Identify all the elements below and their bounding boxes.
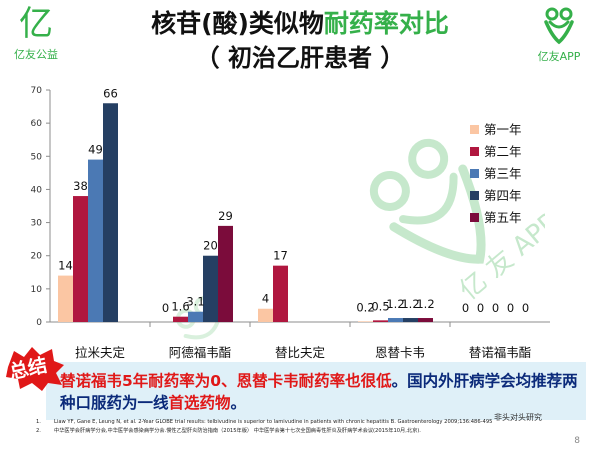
bar: [218, 225, 233, 322]
page-title: 核苷(酸)类似物耐药率对比: [70, 4, 530, 40]
bar: [358, 321, 373, 322]
legend-item: 第四年: [470, 188, 522, 203]
reference-text: 中华医学会肝病学分会,中华医学会感染病学分会.慢性乙型肝炎防治指南（2015年版…: [54, 428, 421, 434]
reference-number: 2.: [36, 428, 41, 434]
bar: [88, 159, 103, 322]
brand-logo-left: 亿 亿友公益: [6, 4, 66, 64]
data-label: 14: [58, 259, 73, 273]
y-tick-label: 50: [31, 152, 43, 162]
reference-number: 1.: [36, 419, 41, 425]
title-prefix: 核苷(酸)类似物: [151, 9, 324, 38]
data-label: 0: [162, 301, 169, 315]
bar: [188, 311, 203, 322]
bar: [403, 318, 418, 322]
data-label: 0: [522, 301, 529, 315]
bar: [173, 316, 188, 322]
x-tick-label: 替比夫定: [275, 345, 325, 360]
brand-name-right: 亿友APP: [537, 50, 581, 63]
bars: [58, 103, 433, 322]
bar: [203, 255, 218, 322]
data-label: 1.6: [171, 300, 189, 314]
legend-swatch: [470, 147, 479, 156]
x-tick-label: 恩替卡韦: [375, 345, 425, 360]
summary-box: 替诺福韦5年耐药率为0、恩替卡韦耐药率也很低。国内外肝病学会均推荐两种口服药为一…: [46, 362, 586, 420]
reference-text: Liaw YF, Gane E, Leung N, et al. 2-Year …: [54, 419, 493, 425]
data-label: 1.2: [401, 297, 419, 311]
summary-text-1: 。国内外肝病学会均推荐两种口服药为一线: [60, 372, 578, 412]
bar: [373, 320, 388, 322]
data-label: 4: [262, 292, 269, 306]
data-label: 1.2: [416, 297, 434, 311]
data-label: 66: [103, 86, 118, 100]
y-tick-label: 40: [31, 185, 43, 195]
title-highlight: 耐药率对比: [323, 9, 449, 38]
legend-item: 第二年: [470, 144, 522, 159]
legend-label: 第五年: [484, 210, 522, 225]
data-label: 0: [507, 301, 514, 315]
y-tick-label: 20: [31, 252, 43, 262]
reference-item: 1. Liaw YF, Gane E, Leung N, et al. 2-Yea…: [36, 418, 556, 427]
legend-item: 第一年: [470, 122, 522, 137]
legend-swatch: [470, 125, 479, 134]
x-axis: 拉米夫定 阿德福韦酯 替比夫定 恩替卡韦 替诺福韦酯: [50, 321, 550, 360]
bar: [103, 103, 118, 322]
data-label: 1.2: [386, 297, 404, 311]
data-label: 0: [477, 301, 484, 315]
legend-swatch: [470, 169, 479, 178]
legend-item: 第五年: [470, 210, 522, 225]
summary-highlight-2: 首选药物: [168, 394, 231, 412]
brand-name-left: 亿友公益: [14, 48, 58, 61]
legend-item: 第三年: [470, 166, 522, 181]
y-tick-label: 0: [36, 318, 42, 328]
bar: [258, 308, 273, 322]
summary-highlight: 替诺福韦5年耐药率为0、恩替卡韦耐药率也很低: [60, 372, 392, 390]
x-tick-label: 阿德福韦酯: [169, 345, 232, 360]
y-tick-label: 60: [31, 119, 43, 129]
summary-text-2: 。: [230, 394, 247, 412]
data-label: 29: [218, 209, 233, 223]
legend-label: 第四年: [484, 188, 522, 203]
badge-splash-icon: [6, 347, 64, 391]
bar: [418, 318, 433, 322]
data-label: 0: [462, 301, 469, 315]
data-label: 17: [273, 249, 288, 263]
y-tick-label: 70: [31, 86, 43, 96]
brand-glyph: 亿: [19, 4, 53, 44]
bar: [388, 318, 403, 322]
data-label: 38: [73, 179, 88, 193]
references: 1. Liaw YF, Gane E, Leung N, et al. 2-Yea…: [36, 418, 556, 436]
legend-label: 第二年: [484, 144, 522, 159]
data-label: 0.5: [371, 299, 389, 313]
page-subtitle: （ 初治乙肝患者 ）: [195, 44, 405, 72]
data-label: 49: [88, 143, 103, 157]
page-number: 8: [574, 436, 580, 446]
legend-label: 第一年: [484, 122, 522, 137]
legend-label: 第三年: [484, 166, 522, 181]
study-note: 非头对头研究: [494, 413, 542, 422]
summary-text: 替诺福韦5年耐药率为0、恩替卡韦耐药率也很低。国内外肝病学会均推荐两种口服药为一…: [60, 370, 582, 414]
y-axis: 0 10 20 30 40 50 60 70: [31, 86, 51, 328]
data-label: 0: [492, 301, 499, 315]
reference-item: 2. 中华医学会肝病学分会,中华医学会感染病学分会.慢性乙型肝炎防治指南（2015…: [36, 427, 556, 436]
data-label: 3.1: [186, 295, 204, 309]
x-tick-label: 拉米夫定: [75, 345, 125, 360]
bar: [273, 265, 288, 322]
app-logo-icon: [544, 7, 574, 45]
y-tick-label: 30: [31, 219, 43, 229]
y-tick-label: 10: [31, 285, 43, 295]
data-label: 20: [203, 239, 218, 253]
legend-swatch: [470, 213, 479, 222]
summary-badge: 总结: [4, 345, 66, 391]
brand-logo-right: 亿友APP: [524, 6, 594, 66]
bar: [73, 196, 88, 322]
data-label: 0.2: [356, 300, 374, 314]
x-tick-label: 替诺福韦酯: [469, 345, 532, 360]
legend-swatch: [470, 191, 479, 200]
bar: [58, 275, 73, 322]
